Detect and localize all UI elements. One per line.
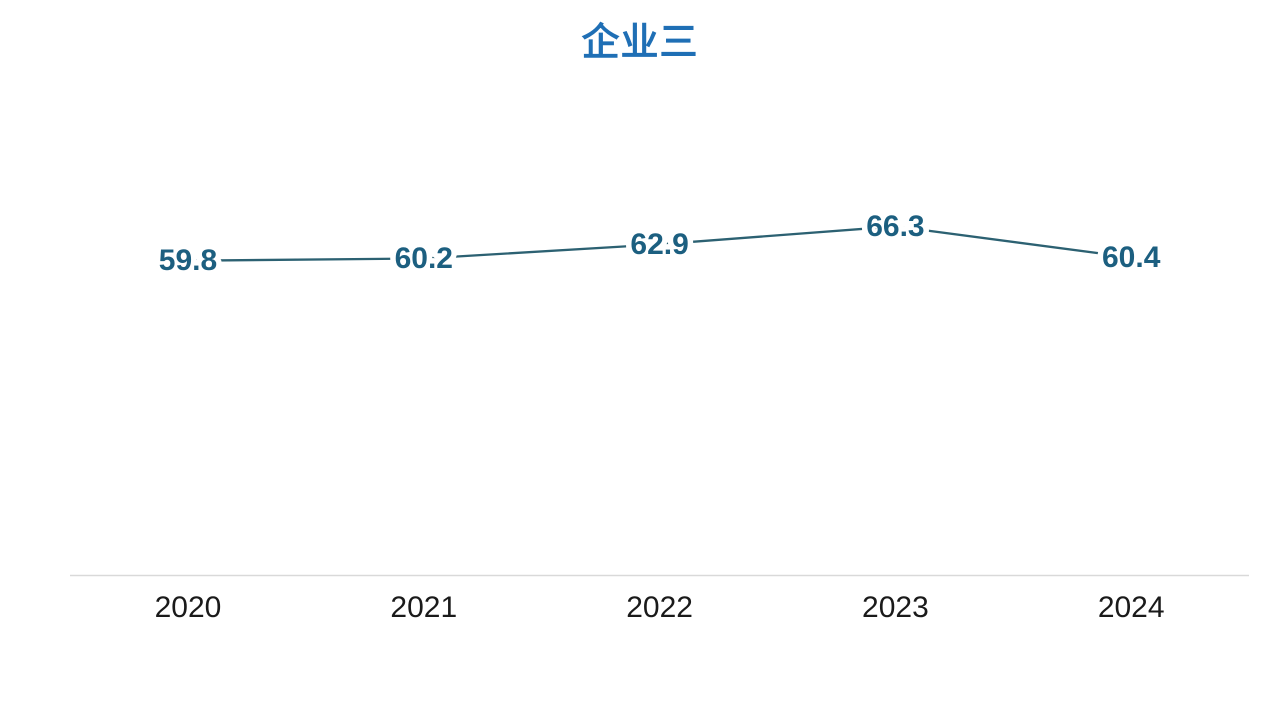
- x-axis-tick-label: 2022: [626, 591, 693, 624]
- data-label: 59.8: [159, 244, 217, 277]
- data-label: 62.9: [630, 228, 688, 261]
- chart-title: 企业三: [581, 22, 699, 64]
- data-label: 60.2: [395, 242, 453, 275]
- series-line: [186, 225, 1133, 262]
- x-axis-tick-label: 2023: [862, 591, 929, 624]
- data-label: 60.4: [1102, 241, 1161, 274]
- x-axis-labels: 2020 2021 2022 2023 2024: [155, 591, 1165, 624]
- x-axis-tick-label: 2020: [155, 591, 222, 624]
- x-axis-tick-label: 2024: [1098, 591, 1165, 624]
- data-label: 66.3: [866, 210, 924, 243]
- x-axis-tick-label: 2021: [390, 591, 457, 624]
- data-labels: 59.8 60.2 62.9 66.3 60.4: [153, 204, 1166, 282]
